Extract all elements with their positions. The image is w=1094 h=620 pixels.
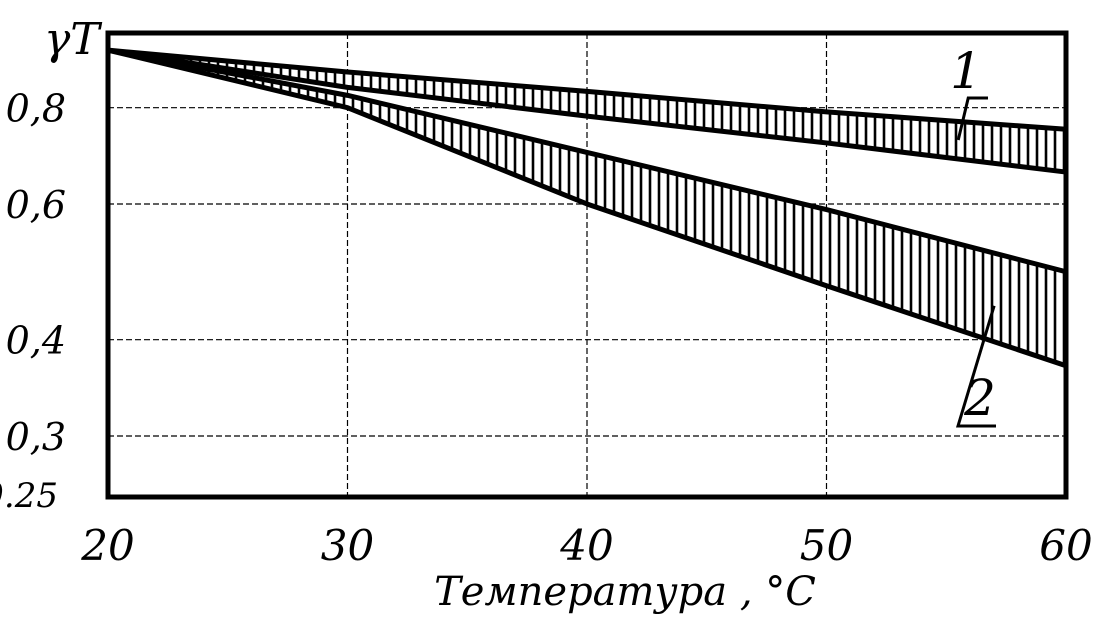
series-1-label: 1 <box>950 42 982 100</box>
series-labels: 12 <box>950 42 996 428</box>
band-2-upper-line <box>107 47 1067 275</box>
y-tick-label-0.3: 0,3 <box>6 415 66 459</box>
band-2-lower-line <box>107 47 1067 369</box>
y-tick-label-0.8: 0,8 <box>6 87 66 131</box>
plot-frame <box>105 30 1069 500</box>
bands <box>107 47 1067 369</box>
series-2-label: 2 <box>963 369 996 427</box>
band-1-upper-line <box>107 47 1067 132</box>
x-tick-label-60: 60 <box>1039 521 1092 570</box>
x-axis-label: Температура , °С <box>434 569 816 615</box>
x-tick-label-50: 50 <box>800 521 853 570</box>
series-1-leader-line <box>956 96 988 141</box>
band-1-lower-line <box>107 47 1067 175</box>
y-tick-label-0.6: 0,6 <box>6 183 66 227</box>
y-tick-labels: 0.25 0,3 0,4 0,6 0,8 <box>0 87 66 516</box>
y-axis-label: γТ <box>44 14 103 65</box>
x-tick-label-40: 40 <box>559 521 613 570</box>
x-tick-label-20: 20 <box>80 521 134 570</box>
x-tick-label-30: 30 <box>321 521 374 570</box>
x-tick-labels: 20 30 40 50 60 <box>80 521 1092 570</box>
y-tick-label-0.4: 0,4 <box>6 319 66 363</box>
series-2-leader-line <box>955 305 996 428</box>
y-tick-label-0.25: 0.25 <box>0 476 58 516</box>
